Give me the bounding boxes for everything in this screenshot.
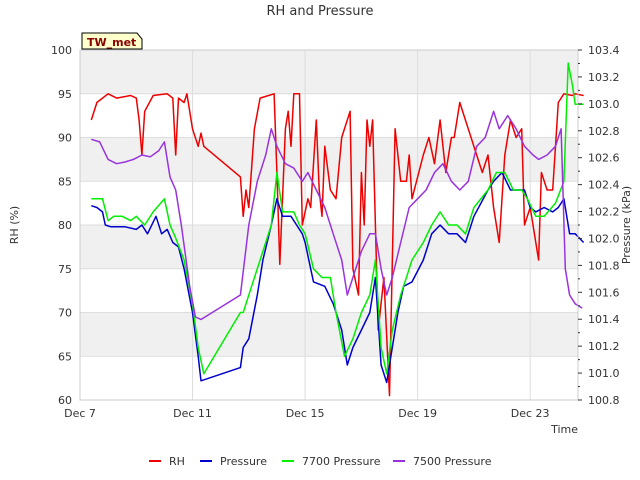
y-tick-label-right: 103.4	[588, 44, 620, 57]
x-axis-label: Time	[550, 423, 578, 436]
plot-band	[80, 93, 578, 138]
y-tick-label-right: 101.4	[588, 313, 620, 326]
series-line-7500-pressure	[91, 110, 583, 321]
x-tick-label: Dec 19	[398, 407, 437, 420]
y-tick-label-left: 80	[58, 219, 72, 232]
station-tag-label: TW_met	[87, 36, 136, 49]
y-tick-label-right: 102.2	[588, 206, 620, 219]
y-tick-label-left: 75	[58, 263, 72, 276]
y-tick-label-left: 70	[58, 307, 72, 320]
legend: RH Pressure 7700 Pressure 7500 Pressure	[149, 455, 492, 468]
series-line-rh	[90, 93, 584, 397]
y-tick-label-right: 101.0	[588, 367, 620, 380]
y-tick-label-left: 95	[58, 88, 72, 101]
y-tick-label-right: 102.6	[588, 152, 620, 165]
x-tick-label: Dec 11	[173, 407, 212, 420]
chart-title: RH and Pressure	[266, 4, 373, 19]
y-tick-label-right: 102.4	[588, 179, 620, 192]
y-tick-label-right: 102.8	[588, 125, 620, 138]
legend-label: RH	[169, 455, 185, 468]
y-tick-label-left: 65	[58, 350, 72, 363]
y-tick-label-right: 100.8	[588, 394, 620, 407]
y-tick-label-left: 85	[58, 175, 72, 188]
y-tick-label-right: 101.2	[588, 340, 620, 353]
y-tick-label-right: 102.0	[588, 232, 620, 245]
x-tick-label: Dec 23	[511, 407, 550, 420]
x-tick-label: Dec 15	[286, 407, 325, 420]
plot-background-bands	[80, 50, 578, 400]
y-tick-label-right: 101.6	[588, 286, 620, 299]
plot-band	[80, 50, 578, 94]
plot-band	[80, 268, 578, 313]
y-axis-label-right: Pressure (kPa)	[620, 186, 633, 264]
legend-label: Pressure	[220, 455, 267, 468]
y-tick-label-right: 103.0	[588, 98, 620, 111]
plot-band	[80, 225, 578, 269]
legend-label: 7700 Pressure	[302, 455, 381, 468]
y-tick-label-left: 100	[51, 44, 72, 57]
station-tag: TW_met	[81, 32, 143, 50]
series-lines	[90, 62, 585, 397]
y-tick-label-left: 60	[58, 394, 72, 407]
series-line-7700-pressure	[91, 62, 584, 375]
y-tick-label-left: 90	[58, 132, 72, 145]
plot-band	[80, 356, 578, 400]
axis-ticks: 60 65 70 75 80 85 90 95 100 Dec 7 Dec 11 Dec 15 Dec …	[51, 44, 620, 420]
plot-band	[80, 312, 578, 357]
x-tick-label: Dec 7	[64, 407, 96, 420]
y-tick-label-right: 103.2	[588, 71, 620, 84]
legend-label: 7500 Pressure	[413, 455, 492, 468]
y-axis-label-left: RH (%)	[8, 206, 21, 244]
y-tick-label-right: 101.8	[588, 259, 620, 272]
